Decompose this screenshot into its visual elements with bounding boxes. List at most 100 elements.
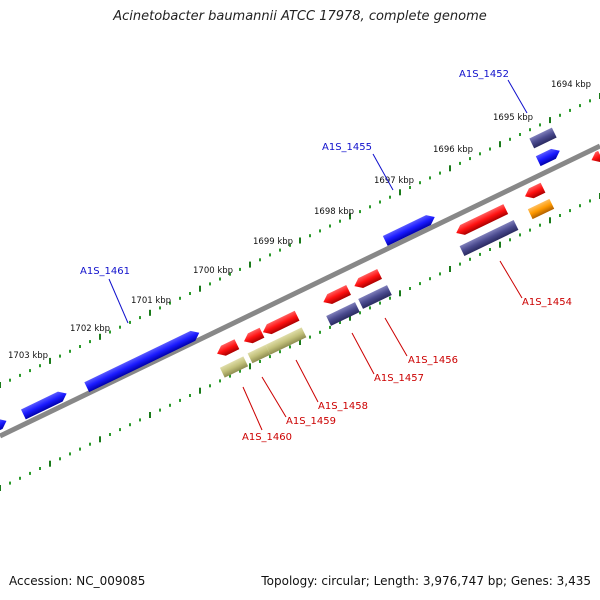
- gene-a1s-1460-box[interactable]: [219, 356, 249, 378]
- tick-mark: [449, 266, 451, 272]
- gene-label-a1s-1461[interactable]: A1S_1461: [80, 266, 130, 277]
- tick-mark: [49, 460, 51, 467]
- tick-mark: [0, 485, 1, 491]
- tick-mark: [39, 467, 41, 470]
- tick-mark: [549, 117, 551, 124]
- tick-mark: [189, 394, 191, 397]
- tick-mark: [489, 248, 491, 251]
- gene-a1s-1454b-arrow[interactable]: [523, 182, 546, 202]
- leader-line-a1s-1455: [372, 153, 394, 191]
- tick-mark: [109, 433, 111, 436]
- tick-mark: [509, 238, 511, 242]
- tick-mark: [159, 306, 161, 310]
- tick-mark: [179, 398, 181, 402]
- tick-mark: [319, 229, 321, 233]
- gene-a1s-1459-arrow[interactable]: [242, 327, 265, 347]
- gene-label-a1s-1460[interactable]: A1S_1460: [242, 432, 292, 443]
- tick-mark: [439, 171, 441, 175]
- tick-mark: [419, 181, 421, 185]
- tick-mark: [139, 418, 141, 422]
- gene-a1s-1462-arrow[interactable]: [20, 389, 69, 420]
- accession-text: Accession: NC_009085: [9, 574, 146, 588]
- tick-mark: [389, 195, 391, 199]
- tick-mark: [319, 330, 321, 334]
- tick-mark: [199, 285, 201, 292]
- gene-label-a1s-1457[interactable]: A1S_1457: [374, 373, 424, 384]
- tick-mark: [409, 186, 411, 189]
- gene-edge-red[interactable]: [589, 150, 600, 165]
- tick-mark: [129, 423, 131, 427]
- gene-a1s-1456-arrow[interactable]: [352, 268, 382, 291]
- tick-mark: [129, 320, 131, 324]
- tick-mark: [479, 152, 481, 156]
- gene-orange-box[interactable]: [527, 198, 555, 220]
- tick-mark: [169, 403, 171, 407]
- tick-mark: [549, 217, 551, 224]
- tick-mark: [409, 287, 411, 290]
- tick-label-1694: 1694 kbp: [551, 80, 591, 90]
- tick-mark: [379, 200, 381, 204]
- tick-label-1703: 1703 kbp: [8, 351, 48, 361]
- tick-mark: [589, 99, 591, 103]
- tick-mark: [119, 325, 121, 329]
- tick-mark: [529, 128, 531, 132]
- tick-mark: [279, 350, 281, 354]
- tick-mark: [399, 189, 401, 196]
- tick-mark: [299, 237, 301, 244]
- tick-mark: [69, 349, 71, 353]
- gene-a1s-1453-arrow[interactable]: [535, 146, 562, 167]
- gene-a1s-1460-arrow[interactable]: [215, 339, 240, 358]
- gene-edge-blue[interactable]: [0, 416, 9, 431]
- tick-mark: [229, 272, 231, 276]
- leader-line-a1s-1460: [242, 386, 263, 431]
- tick-mark: [39, 364, 41, 368]
- tick-mark: [339, 219, 341, 223]
- tick-mark: [119, 428, 121, 432]
- gene-label-a1s-1459[interactable]: A1S_1459: [286, 416, 336, 427]
- gene-label-a1s-1452[interactable]: A1S_1452: [459, 69, 509, 80]
- tick-mark: [399, 290, 401, 297]
- tick-mark: [79, 447, 81, 451]
- gene-a1s-1458-arrow[interactable]: [261, 310, 300, 337]
- tick-mark: [349, 213, 351, 220]
- gene-a1s-1452-box[interactable]: [529, 127, 557, 149]
- tick-mark: [19, 373, 21, 377]
- gene-label-a1s-1458[interactable]: A1S_1458: [318, 401, 368, 412]
- tick-mark: [339, 321, 341, 324]
- gene-a1s-1456-box[interactable]: [358, 285, 392, 309]
- tick-mark: [589, 199, 591, 203]
- gene-a1s-1457-box[interactable]: [326, 302, 360, 326]
- gene-label-a1s-1455[interactable]: A1S_1455: [322, 142, 372, 153]
- gene-label-a1s-1456[interactable]: A1S_1456: [408, 355, 458, 366]
- tick-mark: [499, 241, 501, 248]
- leader-line-a1s-1456: [384, 317, 408, 357]
- tick-label-1695: 1695 kbp: [493, 113, 533, 123]
- gene-a1s-1455-arrow[interactable]: [382, 212, 437, 246]
- tick-mark: [49, 357, 51, 364]
- genome-stats-text: Topology: circular; Length: 3,976,747 bp…: [261, 574, 591, 588]
- genome-backbone: [0, 143, 600, 439]
- tick-mark: [309, 234, 311, 238]
- tick-mark: [259, 258, 261, 262]
- tick-mark: [109, 330, 111, 334]
- tick-mark: [179, 296, 181, 300]
- tick-mark: [289, 243, 291, 247]
- tick-mark: [429, 176, 431, 180]
- tick-mark: [469, 257, 471, 261]
- tick-mark: [29, 471, 31, 475]
- tick-mark: [419, 282, 421, 286]
- gene-a1s-1458-box[interactable]: [265, 327, 307, 355]
- tick-mark: [79, 345, 81, 348]
- tick-mark: [89, 442, 91, 446]
- gene-a1s-1459-box[interactable]: [247, 344, 271, 364]
- gene-a1s-1461-arrow[interactable]: [84, 328, 201, 393]
- tick-mark: [369, 306, 371, 310]
- gene-a1s-1457-arrow[interactable]: [321, 284, 351, 307]
- tick-mark: [369, 205, 371, 209]
- tick-label-1697: 1697 kbp: [374, 176, 414, 186]
- gene-a1s-1454-box[interactable]: [459, 219, 519, 257]
- gene-label-a1s-1454[interactable]: A1S_1454: [522, 297, 572, 308]
- tick-mark: [559, 214, 561, 217]
- gene-a1s-1454-arrow[interactable]: [454, 204, 509, 238]
